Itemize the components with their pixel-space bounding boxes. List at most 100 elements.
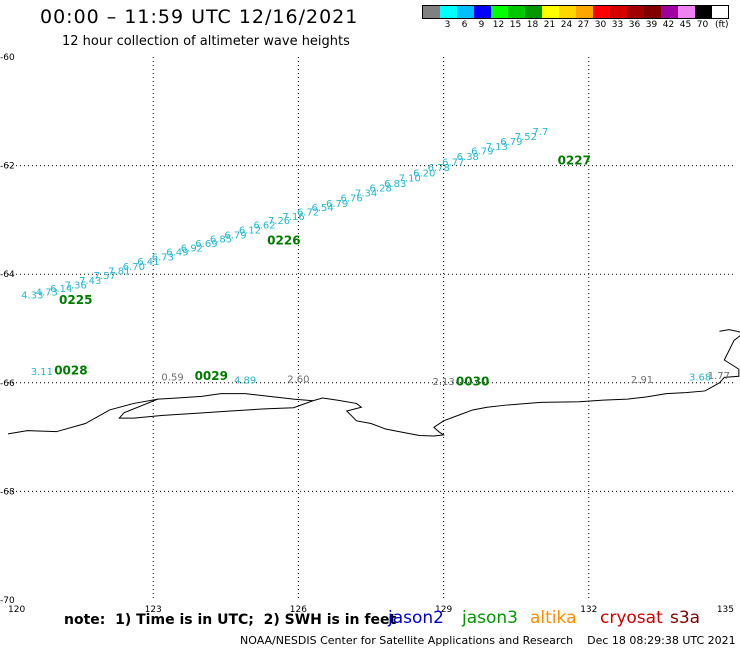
wave-value-label: 2.60 [287, 374, 309, 385]
track-value-label: 7.7 [532, 127, 548, 138]
map-title: 00:00 – 11:59 UTC 12/16/2021 [40, 6, 359, 28]
lon-tick-label: 132 [580, 605, 597, 615]
legend-swatch [525, 6, 542, 18]
satellite-name: s3a [670, 608, 701, 628]
axis-ticks: 120 123 126 129 132 135 -60 -62 -64 -66 -68 -70 [0, 53, 734, 615]
lon-tick-label: 120 [8, 605, 25, 615]
track-value-label: 6.28 [370, 184, 392, 195]
track-value-label: 6.62 [253, 221, 275, 232]
ice-shelf-edge [118, 398, 314, 419]
legend-unit: (ft) [715, 20, 729, 30]
legend-swatch [423, 6, 440, 18]
wave-points: 3.11 0.59 4.89 2.60 2.13 2.91 3.681.77 [31, 367, 730, 388]
satellite-name: cryosat [600, 608, 663, 628]
grid-lines [8, 57, 734, 600]
legend-swatch [627, 6, 644, 18]
legend-label: 24 [560, 20, 573, 30]
legend-label: 33 [611, 20, 624, 30]
legend-swatch [593, 6, 610, 18]
legend-swatch [661, 6, 678, 18]
legend-labels: 3 6 9 12 15 18 21 24 27 30 33 36 39 42 45 70 (ft) [422, 20, 729, 30]
lat-tick-label: -64 [0, 270, 15, 280]
track-value-label: 6.78 [428, 163, 450, 174]
legend-swatch [508, 6, 525, 18]
satellite-tracks: 4.334.736.147.367.437.577.816.706.416.73… [21, 127, 548, 301]
legend-swatch [559, 6, 576, 18]
legend-label: 18 [526, 20, 539, 30]
legend-label: 3 [444, 20, 451, 30]
legend-swatch [695, 6, 712, 18]
wave-value-label: 0.59 [161, 373, 183, 384]
legend-label: 6 [461, 20, 468, 30]
track-value-label: 6.70 [123, 262, 145, 273]
pass-labels: 0225 0226 0227 0028 0029 0030 [54, 154, 591, 389]
track-value-label: 6.38 [457, 152, 479, 163]
legend-swatch [610, 6, 627, 18]
legend-label: 12 [492, 20, 505, 30]
track-value-label: 6.76 [341, 193, 363, 204]
track-value-label: 6.92 [181, 243, 203, 254]
track-value-label: 7.13 [486, 142, 508, 153]
note-text: note: 1) Time is in UTC; 2) SWH is in fe… [64, 612, 397, 628]
track-value-label: 7.34 [355, 189, 377, 200]
pass-label: 0028 [54, 364, 87, 378]
satellite-name: jason3 [462, 608, 518, 628]
legend-label: 36 [628, 20, 641, 30]
legend-label [422, 20, 439, 30]
lat-tick-label: -68 [0, 487, 15, 497]
wave-height-legend: 3 6 9 12 15 18 21 24 27 30 33 36 39 42 45 70 (ft) [422, 5, 729, 30]
track-value-label: 6.83 [384, 179, 406, 190]
legend-swatch [542, 6, 559, 18]
track-value-label: 6.12 [239, 225, 261, 236]
legend-swatch [491, 6, 508, 18]
legend-swatch [678, 6, 695, 18]
pass-label: 0226 [267, 233, 300, 247]
track-value-label: 6.49 [166, 248, 188, 259]
legend-swatches [422, 5, 729, 19]
legend-label: 70 [696, 20, 709, 30]
legend-swatch [474, 6, 491, 18]
track-value-label: 7.43 [79, 276, 101, 287]
legend-swatch [576, 6, 593, 18]
track-value-label: 7.16 [282, 212, 304, 223]
satellite-name: altika [530, 608, 577, 628]
track-value-label: 7.26 [268, 216, 290, 227]
legend-label: 42 [662, 20, 675, 30]
legend-label: 9 [478, 20, 485, 30]
track-value-label: 6.79 [224, 230, 246, 241]
map-subtitle: 12 hour collection of altimeter wave hei… [62, 34, 350, 49]
wave-value-label: 3.11 [31, 367, 53, 378]
legend-label: 21 [543, 20, 556, 30]
footer: NOAA/NESDIS Center for Satellite Applica… [240, 634, 736, 647]
track-value-label: 6.41 [137, 257, 159, 268]
track-value-label: 7.57 [94, 271, 116, 282]
lat-tick-label: -60 [0, 53, 15, 63]
track-value-label: 6.69 [195, 239, 217, 250]
legend-label: 45 [679, 20, 692, 30]
wave-value-label: 1.77 [708, 371, 730, 382]
lat-tick-label: -70 [0, 596, 15, 606]
track-value-label: 7.10 [399, 173, 421, 184]
footer-credit: NOAA/NESDIS Center for Satellite Applica… [240, 634, 574, 647]
track-value-label: 7.81 [108, 267, 130, 278]
legend-swatch [644, 6, 661, 18]
legend-label: 15 [509, 20, 522, 30]
track-value-label: 6.73 [152, 253, 174, 264]
wave-value-label: 3.68 [689, 373, 711, 384]
pass-label: 0029 [195, 369, 228, 383]
legend-swatch [457, 6, 474, 18]
track-value-label: 6.79 [471, 147, 493, 158]
track-value-label: 6.79 [500, 137, 522, 148]
track-value-label: 6.54 [311, 203, 333, 214]
track-value-label: 6.79 [326, 199, 348, 210]
track-value-label: 6.14 [50, 284, 72, 295]
track-value-label: 6.72 [297, 208, 319, 219]
lon-tick-label: 123 [145, 605, 162, 615]
lon-tick-label: 129 [435, 605, 452, 615]
legend-label: 39 [645, 20, 658, 30]
legend-label: 30 [594, 20, 607, 30]
wave-value-label: 4.89 [234, 375, 256, 386]
satellite-name: jason2 [388, 608, 444, 628]
legend-swatch [440, 6, 457, 18]
